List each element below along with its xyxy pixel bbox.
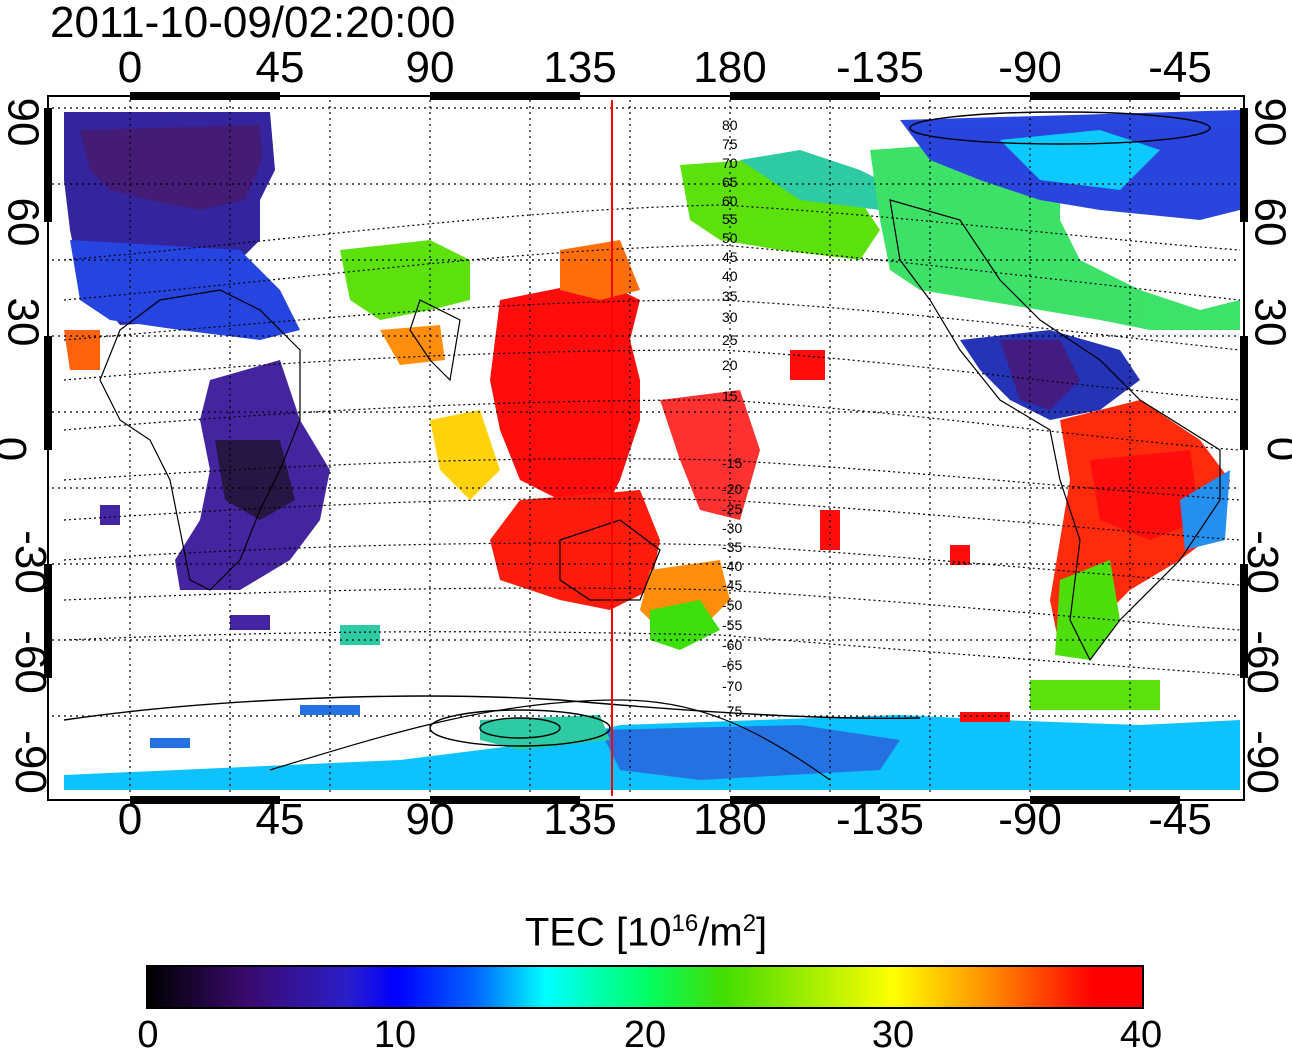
contour-label: -30 xyxy=(722,520,742,536)
colorbar-tick: 20 xyxy=(623,1014,667,1056)
contour-label: -25 xyxy=(722,501,742,517)
lon-tick-bottom: -135 xyxy=(835,795,925,844)
lon-tick-top: -135 xyxy=(835,43,925,92)
colorbar-title-main: TEC [10 xyxy=(524,910,672,955)
colorbar-title-end: ] xyxy=(756,910,768,955)
contour-label: -75 xyxy=(722,703,742,719)
contour-label: 50 xyxy=(722,230,738,246)
lon-tick-top: 45 xyxy=(255,43,305,92)
contour-label: 40 xyxy=(722,268,738,284)
colorbar-title-exp2: 2 xyxy=(742,910,757,937)
contour-label: 30 xyxy=(722,309,738,325)
lon-tick-top: 90 xyxy=(405,43,455,92)
colorbar xyxy=(146,965,1144,1009)
contour-label: 75 xyxy=(722,136,738,152)
lon-tick-top: -90 xyxy=(998,43,1062,92)
colorbar-title: TEC [1016/m2] xyxy=(0,902,1292,954)
contour-label-group: 80 75 70 65 60 55 50 45 40 35 30 25 20 1… xyxy=(722,117,742,719)
contour-label: 20 xyxy=(722,357,738,373)
colorbar-tick: 30 xyxy=(871,1014,915,1056)
contour-label: -65 xyxy=(722,657,742,673)
colorbar-tick: 40 xyxy=(1119,1014,1163,1056)
contour-label: 45 xyxy=(722,249,738,265)
contour-label: 80 xyxy=(722,117,738,133)
contour-label: -55 xyxy=(722,617,742,633)
contour-label: -15 xyxy=(722,455,742,471)
graticule xyxy=(52,100,1240,796)
lon-tick-top: 0 xyxy=(117,43,143,92)
colorbar-tick: 10 xyxy=(373,1014,417,1056)
contour-label: -45 xyxy=(722,577,742,593)
lon-tick-bottom: 45 xyxy=(255,795,305,844)
lon-tick-top: -45 xyxy=(1148,43,1212,92)
colorbar-title-exp: 16 xyxy=(671,910,699,937)
lon-tick-top: 180 xyxy=(693,43,767,92)
colorbar-title-unit: /m xyxy=(698,910,743,955)
contour-label: -50 xyxy=(722,597,742,613)
lon-tick-top: 135 xyxy=(543,43,617,92)
contour-label: 15 xyxy=(722,388,738,404)
contour-label: -40 xyxy=(722,558,742,574)
contour-label: 60 xyxy=(722,193,738,209)
lon-tick-bottom: -45 xyxy=(1148,795,1212,844)
lon-tick-bottom: 90 xyxy=(405,795,455,844)
contour-label: 55 xyxy=(722,211,738,227)
lon-tick-bottom: -90 xyxy=(998,795,1062,844)
map-title: 2011-10-09/02:20:00 xyxy=(50,0,456,47)
contour-label: -60 xyxy=(722,637,742,653)
contour-lines xyxy=(63,204,1241,676)
contour-label: -70 xyxy=(722,678,742,694)
contour-label: 25 xyxy=(722,332,738,348)
tec-data-layer xyxy=(64,110,1240,790)
colorbar-tick: 0 xyxy=(137,1014,159,1056)
contour-label: -20 xyxy=(722,481,742,497)
contour-label: 35 xyxy=(722,288,738,304)
contour-label: -35 xyxy=(722,539,742,555)
contour-label: 65 xyxy=(722,174,738,190)
lon-tick-bottom: 180 xyxy=(693,795,767,844)
contour-label: 70 xyxy=(722,155,738,171)
solid-contours xyxy=(63,111,1211,747)
lon-tick-bottom: 135 xyxy=(543,795,617,844)
coastlines xyxy=(99,199,1221,781)
lon-tick-bottom: 0 xyxy=(117,795,143,844)
